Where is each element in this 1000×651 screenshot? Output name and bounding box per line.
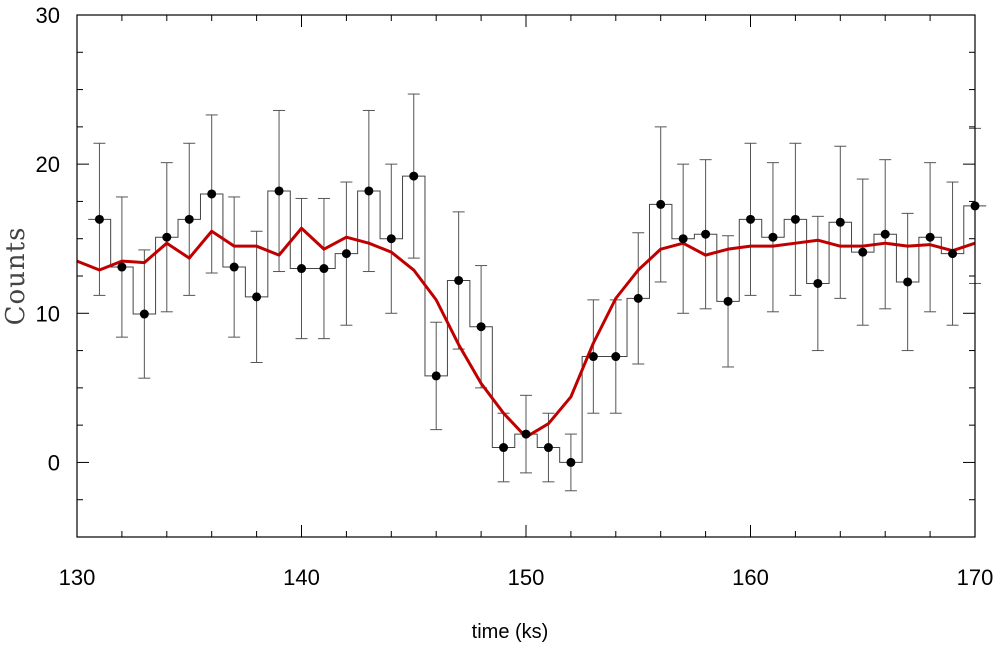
x-tick-label: 150 bbox=[508, 565, 545, 590]
data-point bbox=[790, 214, 800, 224]
data-point bbox=[588, 352, 598, 362]
data-point bbox=[94, 214, 104, 224]
data-point bbox=[701, 229, 711, 239]
data-point bbox=[229, 262, 239, 272]
data-point bbox=[252, 292, 262, 302]
data-point bbox=[543, 443, 553, 453]
data-point bbox=[319, 264, 329, 274]
x-tick-label: 140 bbox=[283, 565, 320, 590]
data-point bbox=[364, 186, 374, 196]
data-point bbox=[386, 234, 396, 244]
data-point bbox=[813, 278, 823, 288]
data-point bbox=[184, 214, 194, 224]
x-tick-label: 130 bbox=[59, 565, 96, 590]
y-tick-label: 20 bbox=[36, 152, 60, 177]
data-point bbox=[858, 247, 868, 257]
data-point bbox=[274, 186, 284, 196]
data-point bbox=[476, 322, 486, 332]
data-point bbox=[611, 352, 621, 362]
x-axis-label: time (ks) bbox=[472, 621, 549, 643]
y-tick-label: 0 bbox=[48, 450, 60, 475]
data-point bbox=[521, 429, 531, 439]
data-point bbox=[207, 189, 217, 199]
data-point bbox=[678, 234, 688, 244]
data-point bbox=[880, 229, 890, 239]
data-point bbox=[409, 171, 419, 181]
data-point bbox=[925, 232, 935, 242]
data-point bbox=[723, 296, 733, 306]
data-point bbox=[499, 443, 509, 453]
data-point bbox=[768, 232, 778, 242]
data-point bbox=[633, 293, 643, 303]
x-tick-label: 170 bbox=[957, 565, 994, 590]
data-point bbox=[139, 309, 149, 319]
data-point bbox=[903, 277, 913, 287]
data-point bbox=[746, 214, 755, 224]
data-point bbox=[341, 249, 351, 259]
data-point bbox=[835, 217, 845, 227]
x-tick-label: 160 bbox=[732, 565, 769, 590]
data-point bbox=[297, 264, 306, 274]
data-point bbox=[431, 371, 441, 381]
y-axis-label: Counts bbox=[1, 227, 31, 326]
step-histogram bbox=[88, 175, 987, 463]
y-tick-label: 10 bbox=[36, 301, 60, 326]
y-tick-label: 30 bbox=[36, 3, 60, 28]
data-point bbox=[656, 199, 666, 209]
data-point bbox=[117, 262, 127, 272]
data-point bbox=[566, 457, 576, 467]
data-point bbox=[948, 249, 958, 259]
data-point bbox=[454, 275, 464, 285]
data-point bbox=[162, 232, 172, 242]
